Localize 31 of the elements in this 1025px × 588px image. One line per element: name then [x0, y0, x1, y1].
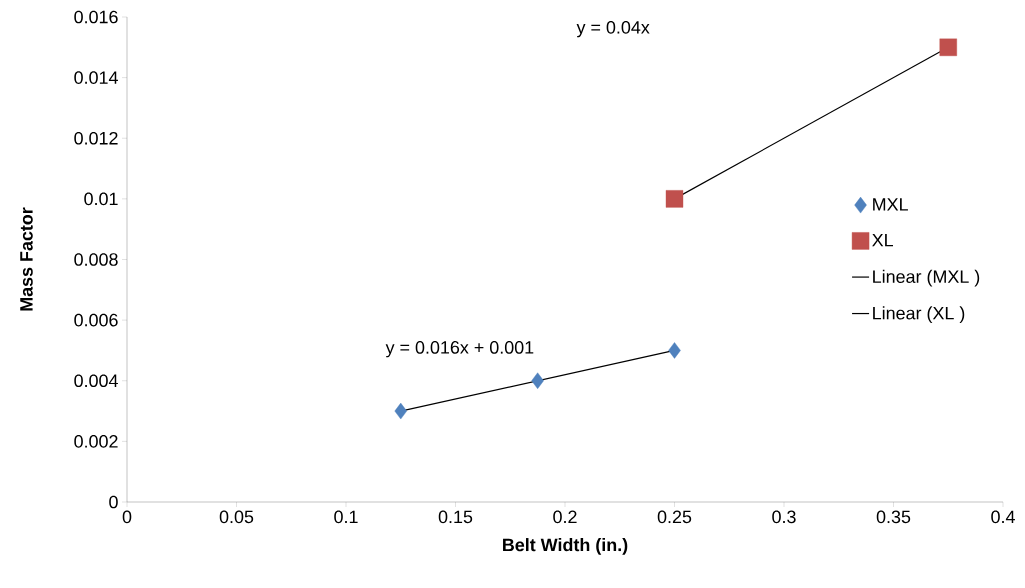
point: [668, 342, 681, 359]
y-tick-label: 0.008: [74, 253, 118, 266]
x-tick-label: 0.4: [991, 510, 1015, 524]
x-tick-label: 0.3: [772, 510, 796, 524]
x-tick-label: 0.2: [553, 510, 577, 524]
point: [531, 372, 544, 389]
y-tick-label: 0.012: [74, 131, 118, 145]
x-tick-label: 0.15: [438, 510, 473, 524]
y-tick-label: 0.016: [74, 10, 118, 24]
x-axis-title: Belt Width (in.): [503, 538, 628, 555]
y-axis-title: Mass Factor: [20, 207, 33, 311]
x-tick-label: 0.35: [876, 510, 911, 524]
y-tick-label: 0.014: [74, 71, 118, 84]
x-tick-label: 0: [122, 510, 132, 524]
annotation: y = 0.04x: [576, 20, 650, 38]
point: [665, 190, 684, 208]
y-tick-label: 0: [109, 495, 118, 509]
legend-label: Linear (MXL ): [873, 269, 980, 287]
y-tick-label: 0.004: [74, 374, 118, 388]
y-tick-label: 0.01: [84, 192, 118, 206]
annotation: y = 0.016x + 0.001: [385, 341, 534, 358]
y-tick-label: 0.006: [74, 313, 118, 327]
point: [939, 38, 957, 57]
x-tick-label: 0.1: [334, 510, 358, 524]
x-tick-label: 0.05: [219, 510, 254, 524]
x-tick-label: 0.25: [657, 510, 692, 524]
legend-label: MXL: [873, 198, 908, 211]
y-tick-label: 0.002: [74, 435, 118, 448]
point: [394, 402, 407, 420]
legend-label: XL: [872, 234, 894, 247]
legend-label: Linear (XL ): [873, 306, 965, 324]
